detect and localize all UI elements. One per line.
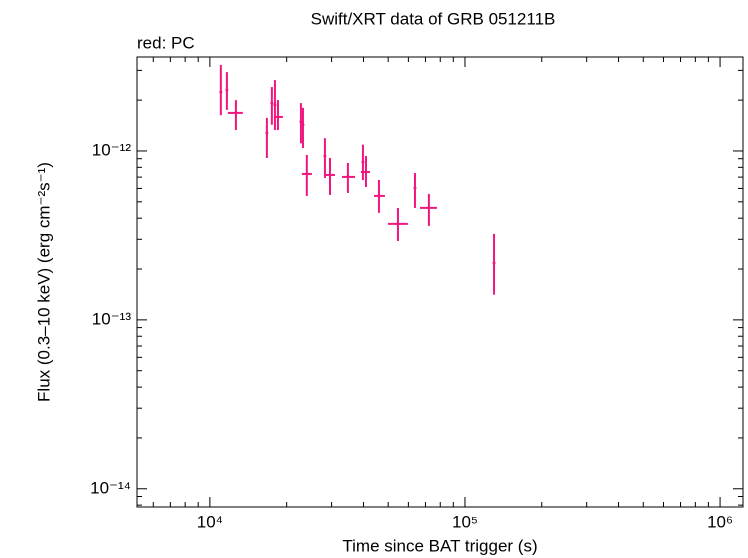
data-point — [305, 172, 309, 176]
x-axis-label: Time since BAT trigger (s) — [342, 536, 537, 555]
data-point — [273, 103, 277, 107]
data-point — [270, 101, 274, 105]
y-tick-label: 10⁻¹⁴ — [90, 478, 131, 497]
data-point — [427, 206, 431, 210]
chart-title: Swift/XRT data of GRB 051211B — [311, 9, 556, 28]
x-tick-label: 10⁴ — [197, 512, 223, 531]
data-point — [346, 175, 350, 179]
data-point — [377, 194, 381, 198]
data-point — [219, 90, 223, 94]
data-point — [413, 186, 417, 190]
data-point — [364, 170, 368, 174]
y-axis-label: Flux (0.3–10 keV) (erg cm⁻²s⁻¹) — [34, 162, 53, 402]
data-point — [328, 173, 332, 177]
data-point — [323, 154, 327, 158]
data-point — [234, 111, 238, 115]
y-tick-label: 10⁻¹² — [92, 140, 132, 159]
data-point — [396, 222, 400, 226]
x-tick-label: 10⁶ — [707, 512, 733, 531]
plot-frame — [136, 56, 744, 508]
data-point — [492, 261, 496, 265]
data-point — [265, 131, 269, 135]
chart-subtitle: red: PC — [137, 33, 195, 52]
data-point — [225, 88, 229, 92]
data-point — [276, 115, 280, 119]
y-tick-label: 10⁻¹³ — [92, 309, 132, 328]
x-tick-label: 10⁵ — [452, 512, 478, 531]
data-point — [301, 123, 305, 127]
data-point — [361, 160, 365, 164]
data-point — [299, 120, 303, 124]
